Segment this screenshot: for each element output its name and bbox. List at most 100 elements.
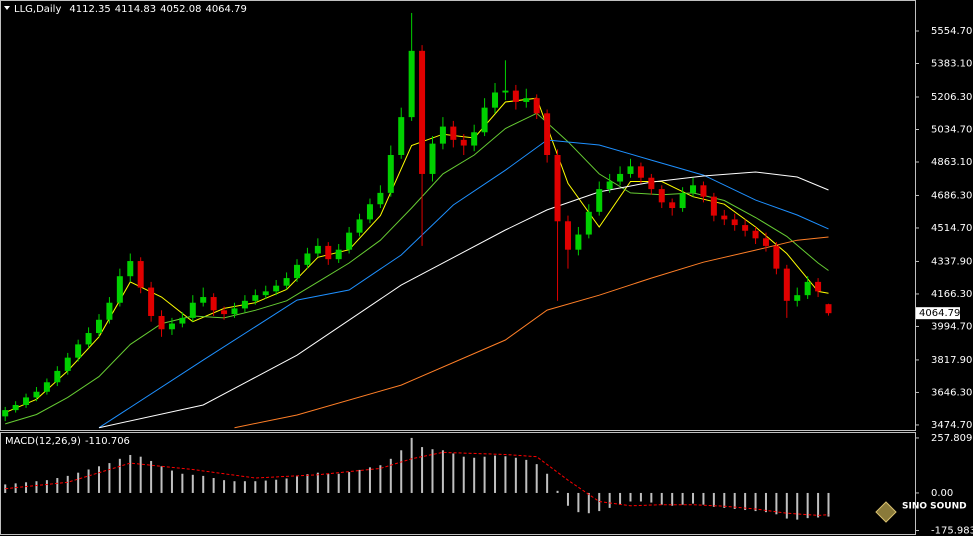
macd-bar bbox=[410, 437, 413, 493]
candle-body bbox=[710, 196, 717, 216]
candle-body bbox=[200, 297, 207, 303]
candle-body bbox=[241, 300, 248, 309]
macd-bar bbox=[441, 450, 444, 493]
macd-bar bbox=[306, 474, 309, 493]
macd-bar bbox=[327, 473, 330, 493]
logo-text: SINO SOUND bbox=[902, 502, 967, 512]
macd-bar bbox=[462, 456, 465, 493]
candle-body bbox=[815, 281, 822, 292]
candle-body bbox=[96, 319, 103, 334]
macd-bar bbox=[181, 473, 184, 493]
candle-body bbox=[168, 323, 175, 330]
candle-body bbox=[658, 189, 665, 203]
candle-body bbox=[33, 391, 40, 398]
candle-body bbox=[356, 219, 363, 233]
candle-body bbox=[492, 92, 499, 108]
macd-bar bbox=[212, 478, 215, 493]
candle-body bbox=[773, 245, 780, 269]
candle-body bbox=[690, 185, 697, 193]
macd-bar bbox=[421, 447, 424, 493]
y-tick-label: 0.00 bbox=[931, 488, 953, 499]
candle-body bbox=[273, 285, 280, 292]
macd-bar bbox=[45, 480, 48, 493]
symbol: LLG,Daily bbox=[14, 4, 61, 15]
candle-body bbox=[627, 166, 634, 174]
low-value: 4052.08 bbox=[160, 4, 201, 15]
candle-body bbox=[54, 370, 61, 383]
macd-bar bbox=[639, 492, 642, 502]
macd-bar bbox=[535, 464, 538, 493]
last-price: 4064.79 bbox=[919, 308, 960, 319]
macd-bar bbox=[577, 492, 580, 513]
macd-bar bbox=[191, 474, 194, 493]
indicator-line bbox=[5, 451, 829, 516]
candle-body bbox=[210, 297, 217, 311]
price-frame bbox=[0, 0, 916, 431]
candle-body bbox=[419, 50, 426, 174]
y-tick-label: 3817.90 bbox=[931, 355, 972, 366]
indicator-line bbox=[5, 97, 829, 414]
macd-bar bbox=[660, 492, 663, 505]
candle-body bbox=[158, 315, 165, 330]
candle-body bbox=[137, 261, 144, 288]
y-tick-label: 4514.70 bbox=[931, 223, 972, 234]
candle-body bbox=[742, 225, 749, 231]
macd-title: MACD(12,26,9) bbox=[5, 436, 81, 447]
macd-bar bbox=[56, 478, 59, 493]
candle-body bbox=[189, 302, 196, 318]
macd-bar bbox=[150, 460, 153, 493]
candle-body bbox=[262, 291, 269, 296]
macd-bar bbox=[98, 466, 101, 493]
macd-bar bbox=[806, 492, 809, 519]
candle-body bbox=[387, 155, 394, 193]
macd-bar bbox=[254, 481, 257, 493]
candle-body bbox=[304, 253, 311, 265]
macd-header: MACD(12,26,9) -110.706 bbox=[5, 436, 130, 447]
logo: SINO SOUND bbox=[875, 501, 967, 523]
indicator-line bbox=[98, 171, 829, 429]
macd-bar bbox=[368, 467, 371, 493]
candle-body bbox=[346, 232, 353, 250]
indicator-line bbox=[5, 112, 829, 425]
open-value: 4112.35 bbox=[69, 4, 110, 15]
macd-bar bbox=[337, 473, 340, 493]
macd-bar bbox=[744, 492, 747, 511]
candle-body bbox=[231, 308, 238, 315]
candle-body bbox=[106, 302, 113, 320]
macd-bar bbox=[87, 469, 90, 493]
macd-bar bbox=[243, 481, 246, 493]
macd-bar bbox=[25, 482, 28, 493]
candle-body bbox=[554, 155, 561, 222]
candle-body bbox=[283, 278, 290, 286]
high-value: 4114.83 bbox=[115, 4, 156, 15]
macd-bar bbox=[379, 465, 382, 493]
candle-body bbox=[721, 215, 728, 220]
candle-body bbox=[366, 204, 373, 220]
y-tick-label: 4337.90 bbox=[931, 256, 972, 267]
candle-body bbox=[804, 281, 811, 296]
candle-body bbox=[731, 219, 738, 226]
macd-bar bbox=[223, 480, 226, 493]
candle-body bbox=[762, 238, 769, 246]
candle-body bbox=[335, 249, 342, 260]
candle-body bbox=[75, 344, 82, 358]
candle-body bbox=[252, 295, 259, 301]
candle-body bbox=[783, 268, 790, 301]
candle-body bbox=[377, 192, 384, 205]
candle-body bbox=[481, 107, 488, 133]
macd-bar bbox=[556, 490, 559, 493]
macd-bar bbox=[77, 472, 80, 493]
macd-bar bbox=[35, 481, 38, 493]
y-tick-label: 4686.30 bbox=[931, 190, 972, 201]
candle-body bbox=[752, 230, 759, 239]
candle-body bbox=[544, 113, 551, 155]
macd-bar bbox=[233, 481, 236, 493]
y-tick-label: 4863.10 bbox=[931, 157, 972, 168]
macd-bar bbox=[608, 492, 611, 508]
candle-body bbox=[596, 189, 603, 212]
candle-body bbox=[825, 304, 832, 314]
macd-bar bbox=[702, 492, 705, 505]
candle-body bbox=[64, 357, 71, 371]
candle-body bbox=[439, 126, 446, 144]
candle-body bbox=[564, 221, 571, 250]
